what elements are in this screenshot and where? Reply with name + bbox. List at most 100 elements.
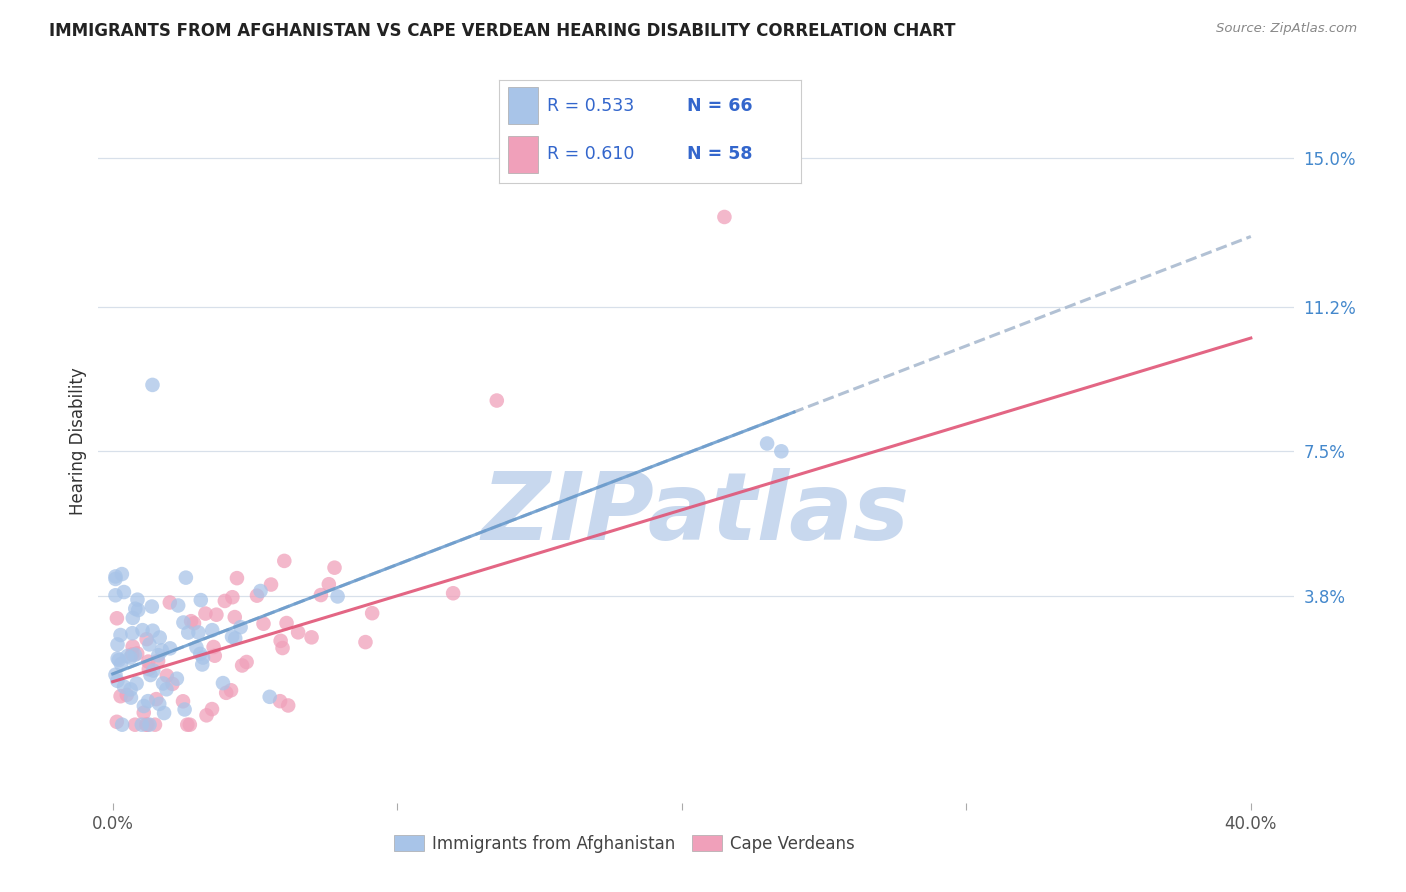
Point bbox=[124, 717, 146, 731]
Point bbox=[205, 607, 228, 622]
Point bbox=[120, 682, 142, 697]
Point bbox=[121, 611, 143, 625]
Point bbox=[246, 589, 269, 603]
Point bbox=[162, 677, 184, 691]
Point bbox=[152, 676, 174, 690]
Text: N = 58: N = 58 bbox=[686, 145, 752, 163]
Text: R = 0.610: R = 0.610 bbox=[547, 145, 636, 163]
Point bbox=[107, 637, 129, 651]
Point bbox=[301, 631, 323, 645]
Point bbox=[183, 616, 205, 631]
Point bbox=[148, 648, 170, 663]
Point bbox=[142, 624, 165, 638]
Point bbox=[188, 647, 211, 661]
Text: N = 66: N = 66 bbox=[686, 97, 752, 115]
Point bbox=[104, 667, 127, 681]
Point bbox=[204, 648, 226, 663]
FancyBboxPatch shape bbox=[508, 87, 538, 124]
Point bbox=[131, 717, 153, 731]
Point bbox=[142, 664, 165, 678]
Point bbox=[111, 567, 134, 582]
Point bbox=[166, 672, 188, 686]
Point bbox=[270, 633, 292, 648]
Point bbox=[112, 585, 135, 599]
Point bbox=[104, 588, 127, 602]
Point bbox=[219, 683, 242, 698]
Text: Source: ZipAtlas.com: Source: ZipAtlas.com bbox=[1216, 22, 1357, 36]
Point bbox=[212, 676, 235, 690]
Point bbox=[361, 606, 384, 620]
Point bbox=[214, 594, 236, 608]
Point bbox=[195, 708, 218, 723]
Point bbox=[277, 698, 299, 713]
Point bbox=[174, 571, 197, 585]
Point bbox=[149, 631, 172, 645]
Point bbox=[167, 599, 190, 613]
Point bbox=[141, 378, 163, 392]
Point bbox=[139, 668, 162, 682]
Point bbox=[235, 655, 257, 669]
Point bbox=[259, 690, 281, 704]
Point bbox=[131, 623, 153, 637]
Point bbox=[135, 632, 157, 647]
Point bbox=[354, 635, 377, 649]
Text: R = 0.533: R = 0.533 bbox=[547, 97, 634, 115]
Point bbox=[153, 706, 176, 720]
FancyBboxPatch shape bbox=[508, 136, 538, 173]
Point bbox=[231, 658, 253, 673]
Point bbox=[271, 640, 294, 655]
Point bbox=[187, 625, 209, 640]
Point bbox=[194, 607, 217, 621]
Point bbox=[179, 717, 201, 731]
Point bbox=[132, 706, 155, 720]
Point bbox=[224, 610, 246, 624]
Point bbox=[260, 577, 283, 591]
Point bbox=[441, 586, 464, 600]
Point bbox=[124, 648, 146, 662]
Point bbox=[191, 650, 214, 665]
Point bbox=[111, 717, 134, 731]
Point bbox=[186, 640, 208, 655]
Point bbox=[156, 668, 179, 682]
Point bbox=[201, 623, 224, 637]
Point bbox=[323, 560, 346, 574]
Point bbox=[105, 673, 128, 688]
Point bbox=[127, 592, 149, 607]
Point bbox=[221, 591, 243, 605]
Point bbox=[326, 590, 349, 604]
Point bbox=[110, 690, 132, 704]
Point bbox=[309, 588, 332, 602]
Point bbox=[124, 601, 146, 615]
Point bbox=[215, 686, 238, 700]
Point bbox=[125, 676, 148, 690]
Point bbox=[713, 210, 735, 224]
Point bbox=[141, 599, 163, 614]
Legend: Immigrants from Afghanistan, Cape Verdeans: Immigrants from Afghanistan, Cape Verdea… bbox=[387, 828, 862, 860]
Point bbox=[485, 393, 508, 408]
Point bbox=[224, 632, 246, 646]
Y-axis label: Hearing Disability: Hearing Disability bbox=[69, 368, 87, 516]
Point bbox=[104, 569, 127, 583]
Point bbox=[191, 657, 214, 672]
Point bbox=[110, 628, 132, 642]
Point bbox=[190, 593, 212, 607]
Point bbox=[112, 680, 135, 694]
Point bbox=[136, 655, 159, 669]
Point bbox=[176, 717, 198, 731]
Point bbox=[252, 616, 274, 631]
Point bbox=[120, 650, 142, 665]
Point bbox=[127, 646, 149, 660]
Point bbox=[138, 637, 160, 651]
Point bbox=[202, 640, 225, 654]
Point bbox=[121, 640, 143, 654]
Point bbox=[221, 630, 243, 644]
Point bbox=[121, 648, 143, 662]
Point bbox=[143, 717, 166, 731]
Point bbox=[318, 577, 340, 591]
Point bbox=[138, 662, 160, 676]
Point bbox=[226, 571, 249, 585]
Point bbox=[127, 603, 149, 617]
Point bbox=[105, 611, 128, 625]
Point bbox=[145, 692, 167, 706]
Point bbox=[177, 625, 200, 640]
